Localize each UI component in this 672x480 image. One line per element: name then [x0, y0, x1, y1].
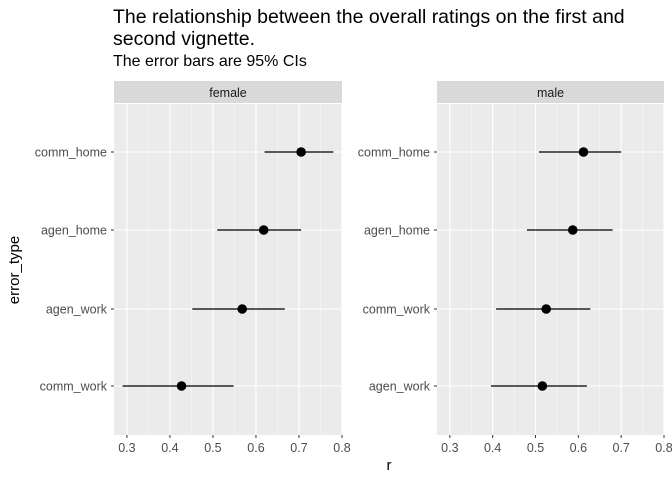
panel-male: male 0.3 0.4 0.5 0.6 0.7 0.8 comm_home agen_home…	[358, 81, 672, 455]
data-point	[578, 147, 589, 157]
y-tick-label: agen_work	[369, 380, 431, 394]
x-tick-label: 0.5	[204, 441, 221, 455]
panel-background	[114, 104, 342, 435]
data-point	[176, 381, 187, 391]
data-point	[541, 304, 552, 314]
x-tick-label: 0.4	[484, 441, 501, 455]
x-tick-label: 0.7	[612, 441, 629, 455]
y-tick-label: comm_work	[40, 380, 108, 394]
chart-subtitle: The error bars are 95% CIs	[113, 53, 307, 70]
chart-title: The relationship between the overall rat…	[113, 6, 625, 50]
x-tick-label: 0.6	[570, 441, 587, 455]
x-tick-label: 0.8	[655, 441, 672, 455]
data-point	[537, 381, 548, 391]
facet-label: male	[537, 86, 564, 100]
facet-strip	[437, 81, 664, 103]
facet-label: female	[209, 86, 247, 100]
x-tick-label: 0.8	[333, 441, 350, 455]
y-tick-label: agen_home	[41, 224, 107, 238]
data-point	[296, 147, 306, 157]
data-point	[567, 225, 578, 235]
data-point	[237, 304, 247, 314]
y-axis-title: error_type	[6, 236, 23, 304]
x-tick-label: 0.5	[527, 441, 544, 455]
x-tick-label: 0.3	[441, 441, 458, 455]
x-tick-label: 0.4	[161, 441, 178, 455]
y-tick-label: agen_work	[46, 303, 108, 317]
facet-strip	[114, 81, 342, 103]
y-tick-label: comm_home	[358, 146, 430, 160]
panel-background	[437, 104, 664, 435]
x-tick-label: 0.6	[247, 441, 264, 455]
y-tick-label: agen_home	[364, 224, 430, 238]
x-tick-label: 0.7	[290, 441, 307, 455]
x-tick-label: 0.3	[118, 441, 135, 455]
x-axis-title: r	[387, 457, 392, 474]
panel-female: female 0.3 0.4 0.5 0.6 0.7 0.8 comm_home agen_ho…	[35, 81, 351, 455]
y-tick-label: comm_work	[363, 303, 431, 317]
y-tick-label: comm_home	[35, 146, 107, 160]
data-point	[258, 225, 269, 235]
